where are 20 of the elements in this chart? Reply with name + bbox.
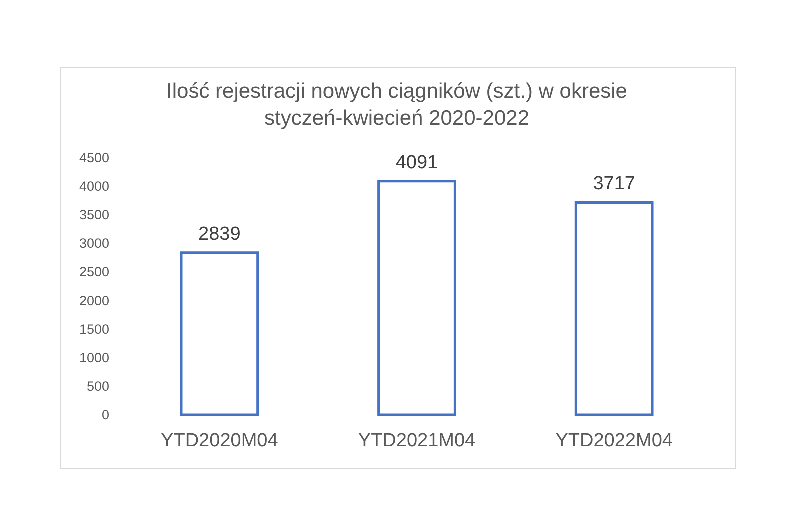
data-label: 2839: [198, 224, 241, 245]
y-tick-label: 4000: [79, 179, 110, 194]
y-tick-label: 0: [102, 408, 110, 422]
y-tick-label: 3500: [79, 208, 110, 223]
y-tick-label: 2000: [79, 293, 110, 308]
chart-title: Ilość rejestracji nowych ciągników (szt.) w okresie styczeń-kwiecień 2020-2022: [166, 80, 628, 130]
bar: [574, 201, 654, 416]
y-tick-label: 1000: [79, 350, 110, 366]
y-tick-label: 500: [86, 378, 110, 394]
bar: [378, 180, 456, 416]
bar: [180, 252, 260, 416]
y-tick-label: 4500: [79, 150, 110, 166]
x-tick-label: YTD2020M04: [161, 430, 279, 452]
y-tick-label: 1500: [79, 322, 110, 337]
x-tick-label: YTD2022M04: [556, 430, 674, 452]
data-label: 4091: [396, 152, 438, 174]
y-tick-label: 2500: [79, 264, 110, 280]
data-label: 3717: [593, 174, 636, 195]
x-tick-label: YTD2021M04: [358, 430, 476, 452]
y-tick-label: 3000: [79, 236, 110, 252]
